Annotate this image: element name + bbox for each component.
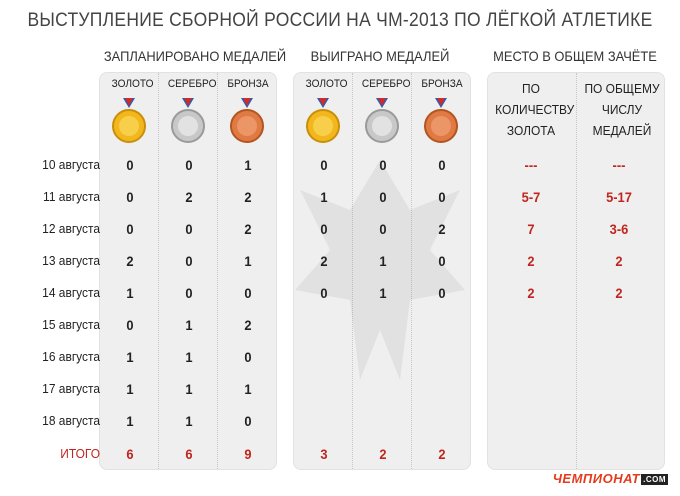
planned-cell: 0 bbox=[185, 253, 193, 269]
page-title: ВЫСТУПЛЕНИЕ СБОРНОЙ РОССИИ НА ЧМ-2013 ПО… bbox=[27, 10, 653, 31]
row-date: 12 августа bbox=[42, 221, 100, 236]
won-cell: 1 bbox=[379, 253, 387, 269]
gold-medal-icon bbox=[306, 98, 340, 143]
row-date: 15 августа bbox=[42, 317, 100, 332]
planned-cell: 0 bbox=[126, 157, 134, 173]
planned-cell: 2 bbox=[185, 189, 193, 205]
won-cell: 0 bbox=[438, 157, 446, 173]
won-cell: 0 bbox=[379, 157, 387, 173]
place-cell: 2 bbox=[527, 253, 535, 269]
won-total-cell: 2 bbox=[379, 446, 387, 462]
planned-cell: 1 bbox=[185, 381, 193, 397]
row-date: 11 августа bbox=[43, 189, 100, 204]
planned-cell: 0 bbox=[185, 221, 193, 237]
planned-cell: 1 bbox=[185, 349, 193, 365]
won-cell: 2 bbox=[320, 253, 328, 269]
planned-cell: 0 bbox=[244, 349, 252, 365]
place-by-total-header: ПО ОБЩЕМУ ЧИСЛУ МЕДАЛЕЙ bbox=[584, 81, 660, 138]
planned-cell: 0 bbox=[185, 285, 193, 301]
planned-cell: 1 bbox=[126, 285, 134, 301]
planned-cell: 1 bbox=[185, 317, 193, 333]
place-cell: 3-6 bbox=[609, 221, 629, 237]
place-cell: 2 bbox=[615, 253, 623, 269]
row-date: 18 августа bbox=[42, 413, 100, 428]
planned-cell: 2 bbox=[244, 317, 252, 333]
planned-cell: 0 bbox=[126, 317, 134, 333]
won-bronze-header: БРОНЗА bbox=[421, 78, 463, 90]
logo-text: ЧЕМПИОНАТ bbox=[552, 471, 641, 486]
planned-cell: 1 bbox=[244, 157, 252, 173]
planned-cell: 1 bbox=[126, 349, 134, 365]
won-cell: 0 bbox=[320, 221, 328, 237]
won-cell: 1 bbox=[320, 189, 328, 205]
row-date: 16 августа bbox=[42, 349, 100, 364]
planned-cell: 2 bbox=[126, 253, 134, 269]
place-panel bbox=[487, 72, 665, 470]
planned-gold-header: ЗОЛОТО bbox=[111, 78, 154, 90]
place-cell: 2 bbox=[615, 285, 623, 301]
planned-total-cell: 9 bbox=[244, 446, 252, 462]
logo-domain: .COM bbox=[641, 474, 668, 486]
bronze-medal-icon bbox=[424, 98, 458, 143]
planned-cell: 0 bbox=[126, 221, 134, 237]
row-date: 10 августа bbox=[42, 157, 100, 172]
planned-cell: 1 bbox=[126, 381, 134, 397]
won-cell: 0 bbox=[438, 285, 446, 301]
won-cell: 0 bbox=[438, 189, 446, 205]
won-cell: 0 bbox=[379, 189, 387, 205]
won-gold-header: ЗОЛОТО bbox=[305, 78, 348, 90]
planned-cell: 2 bbox=[244, 189, 252, 205]
gold-medal-icon bbox=[112, 98, 146, 143]
row-date: 14 августа bbox=[42, 285, 100, 300]
planned-cell: 0 bbox=[244, 413, 252, 429]
overall-place-heading: МЕСТО В ОБЩЕМ ЗАЧЁТЕ bbox=[493, 48, 657, 64]
planned-cell: 0 bbox=[244, 285, 252, 301]
won-total-cell: 3 bbox=[320, 446, 328, 462]
place-cell: --- bbox=[524, 157, 538, 173]
emblem-watermark-icon bbox=[295, 160, 465, 380]
planned-silver-header: СЕРЕБРО bbox=[167, 78, 217, 90]
won-cell: 0 bbox=[320, 285, 328, 301]
planned-cell: 0 bbox=[185, 157, 193, 173]
championat-logo[interactable]: ЧЕМПИОНАТ .COM bbox=[553, 471, 668, 486]
place-cell: 2 bbox=[527, 285, 535, 301]
won-cell: 0 bbox=[379, 221, 387, 237]
won-cell: 2 bbox=[438, 221, 446, 237]
planned-cell: 1 bbox=[126, 413, 134, 429]
won-total-cell: 2 bbox=[438, 446, 446, 462]
place-cell: --- bbox=[612, 157, 626, 173]
row-date: 13 августа bbox=[42, 253, 100, 268]
planned-bronze-header: БРОНЗА bbox=[227, 78, 269, 90]
planned-cell: 1 bbox=[185, 413, 193, 429]
won-medals-heading: ВЫИГРАНО МЕДАЛЕЙ bbox=[310, 48, 450, 64]
place-cell: 7 bbox=[527, 221, 535, 237]
won-cell: 1 bbox=[379, 285, 387, 301]
silver-medal-icon bbox=[171, 98, 205, 143]
row-date: 17 августа bbox=[42, 381, 100, 396]
planned-total-cell: 6 bbox=[126, 446, 134, 462]
won-silver-header: СЕРЕБРО bbox=[361, 78, 411, 90]
silver-medal-icon bbox=[365, 98, 399, 143]
planned-cell: 2 bbox=[244, 221, 252, 237]
total-label: ИТОГО bbox=[60, 446, 100, 461]
planned-cell: 1 bbox=[244, 253, 252, 269]
place-cell: 5-17 bbox=[606, 189, 632, 205]
won-cell: 0 bbox=[438, 253, 446, 269]
planned-cell: 1 bbox=[244, 381, 252, 397]
planned-cell: 0 bbox=[126, 189, 134, 205]
planned-total-cell: 6 bbox=[185, 446, 193, 462]
place-cell: 5-7 bbox=[521, 189, 541, 205]
bronze-medal-icon bbox=[230, 98, 264, 143]
place-by-gold-header: ПО КОЛИЧЕСТВУ ЗОЛОТА bbox=[495, 81, 575, 138]
won-cell: 0 bbox=[320, 157, 328, 173]
planned-medals-heading: ЗАПЛАНИРОВАНО МЕДАЛЕЙ bbox=[103, 48, 287, 64]
